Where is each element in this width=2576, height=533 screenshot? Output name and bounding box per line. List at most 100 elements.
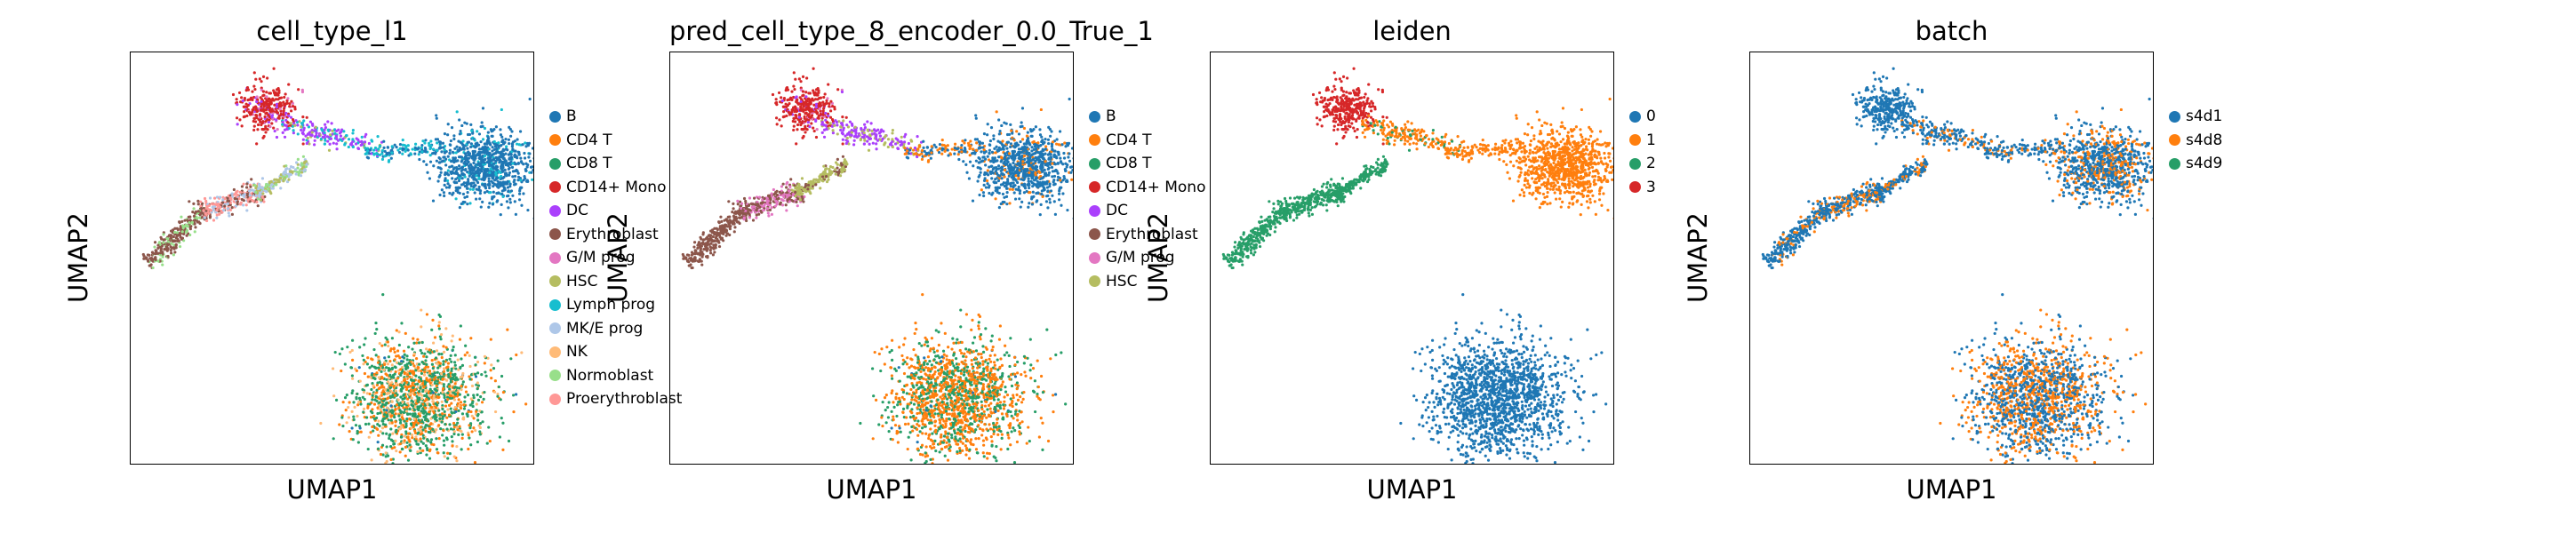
scatter-point <box>376 422 380 426</box>
scatter-point <box>1053 182 1057 186</box>
scatter-point <box>508 185 512 188</box>
scatter-point <box>1031 158 1035 162</box>
scatter-point <box>499 171 502 174</box>
scatter-point <box>246 103 251 107</box>
scatter-point <box>391 432 395 435</box>
scatter-point <box>341 424 345 428</box>
scatter-point <box>1065 165 1068 169</box>
legend-swatch <box>549 204 561 217</box>
scatter-point <box>448 143 452 147</box>
scatter-point <box>1012 145 1015 148</box>
scatter-point <box>383 149 387 154</box>
scatter-point <box>161 263 164 266</box>
scatter-point <box>156 259 160 263</box>
scatter-point <box>389 418 393 422</box>
scatter-point <box>454 410 458 414</box>
scatter-point <box>507 167 510 171</box>
scatter-point <box>528 97 532 101</box>
scatter-point <box>1035 147 1038 151</box>
scatter-point <box>484 176 487 179</box>
scatter-point <box>243 115 247 118</box>
scatter-point <box>481 420 484 424</box>
scatter-point <box>385 392 388 396</box>
scatter-point <box>492 170 496 174</box>
scatter-point <box>420 146 423 149</box>
scatter-point <box>968 160 972 163</box>
scatter-point <box>273 178 276 181</box>
scatter-point <box>466 159 469 163</box>
scatter-point <box>454 367 458 370</box>
scatter-point <box>377 419 380 423</box>
scatter-point <box>347 416 351 419</box>
scatter-point <box>511 170 515 173</box>
scatter-point <box>469 184 473 188</box>
scatter-point <box>429 441 433 444</box>
scatter-point <box>388 151 391 155</box>
scatter-point <box>362 410 365 414</box>
scatter-point <box>379 430 382 434</box>
scatter-point <box>456 188 460 192</box>
scatter-point <box>792 116 796 120</box>
scatter-point <box>485 142 489 146</box>
scatter-point <box>359 430 363 434</box>
scatter-point <box>172 230 177 235</box>
scatter-point <box>789 112 793 116</box>
scatter-point <box>473 150 477 154</box>
scatter-point <box>452 157 455 161</box>
scatter-point <box>1001 143 1004 147</box>
scatter-point <box>1038 180 1042 185</box>
scatter-point <box>268 91 271 95</box>
scatter-point <box>285 99 289 102</box>
scatter-point <box>1044 152 1047 155</box>
scatter-point <box>262 127 266 131</box>
scatter-point <box>508 201 512 204</box>
scatter-point <box>399 373 403 377</box>
scatter-point <box>1041 195 1044 198</box>
scatter-point <box>486 131 490 134</box>
scatter-point <box>192 202 196 205</box>
scatter-point <box>238 118 242 122</box>
scatter-point <box>326 120 330 123</box>
scatter-point <box>509 134 513 138</box>
scatter-point <box>451 177 454 180</box>
scatter-point <box>1047 171 1052 175</box>
scatter-point <box>429 438 434 442</box>
scatter-point <box>457 398 460 402</box>
scatter-point <box>240 197 244 202</box>
scatter-point <box>1015 180 1020 185</box>
scatter-point <box>198 221 202 226</box>
scatter-point <box>435 428 438 432</box>
scatter-point <box>440 420 444 424</box>
scatter-point <box>154 250 158 253</box>
scatter-point <box>429 405 434 409</box>
scatter-point <box>988 171 992 174</box>
scatter-point <box>216 203 220 206</box>
scatter-point <box>300 122 304 125</box>
scatter-point <box>445 378 449 382</box>
scatter-point <box>333 131 337 135</box>
scatter-point <box>805 76 809 80</box>
scatter-point <box>246 98 250 102</box>
scatter-point <box>424 359 428 362</box>
scatter-point <box>242 182 245 186</box>
scatter-point <box>277 91 281 95</box>
scatter-point <box>383 356 387 360</box>
scatter-point <box>381 389 385 393</box>
scatter-point <box>252 71 256 75</box>
scatter-point <box>476 166 480 171</box>
scatter-point <box>389 457 393 461</box>
scatter-point <box>273 103 276 107</box>
scatter-point <box>279 96 284 99</box>
scatter-point <box>174 243 178 246</box>
scatter-point <box>997 118 1001 122</box>
scatter-point <box>1012 191 1016 195</box>
scatter-point <box>996 164 1001 168</box>
scatter-point <box>173 227 177 230</box>
scatter-point <box>283 95 286 99</box>
scatter-point <box>372 384 375 387</box>
scatter-point <box>204 211 207 215</box>
scatter-point <box>523 156 527 160</box>
scatter-point <box>467 178 470 181</box>
scatter-point <box>306 136 309 140</box>
scatter-point <box>494 159 498 163</box>
